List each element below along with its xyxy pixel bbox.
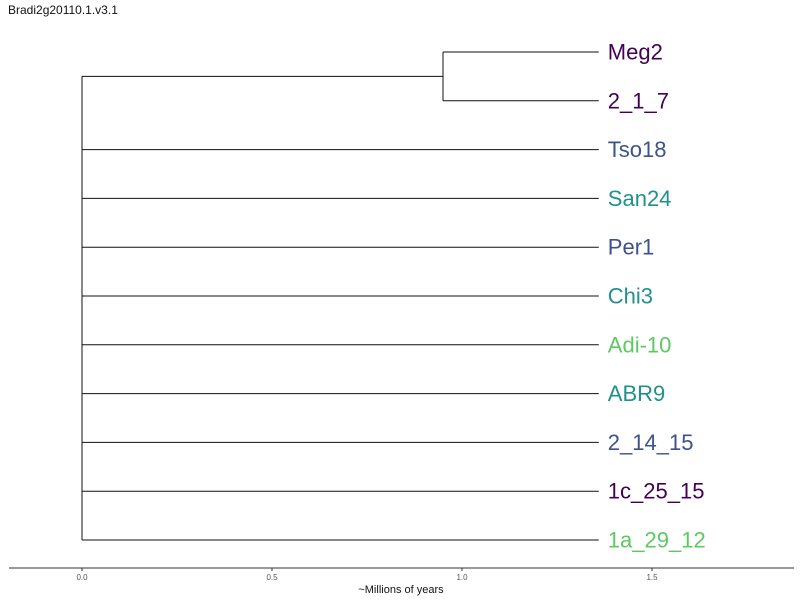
x-axis-title: ~Millions of years — [358, 584, 444, 596]
chart-title: Bradi2g20110.1.v3.1 — [8, 3, 118, 17]
leaf-label: San24 — [608, 186, 672, 211]
leaf-label: 2_14_15 — [608, 430, 694, 455]
leaf-label: Adi-10 — [608, 332, 672, 357]
x-tick-label: 1.5 — [646, 573, 658, 582]
leaf-label: Meg2 — [608, 40, 663, 65]
leaf-label: Per1 — [608, 235, 654, 260]
leaf-label: 1a_29_12 — [608, 528, 706, 553]
leaf-label: Chi3 — [608, 284, 653, 309]
leaf-labels: Meg2 2_1_7 Tso18 San24 Per1 Chi3 Adi-10 ABR9 2_1… — [608, 40, 706, 553]
x-tick-label: 0.0 — [76, 573, 88, 582]
leaf-label: 1c_25_15 — [608, 479, 705, 504]
leaf-label: Tso18 — [608, 137, 667, 162]
x-tick-label: 0.5 — [266, 573, 278, 582]
leaf-label: ABR9 — [608, 381, 665, 406]
x-axis-ticks: 0.0 0.5 1.0 1.5 — [76, 568, 658, 582]
leaf-label: 2_1_7 — [608, 88, 669, 113]
tree-branches — [81, 51, 599, 541]
x-tick-label: 1.0 — [456, 573, 468, 582]
